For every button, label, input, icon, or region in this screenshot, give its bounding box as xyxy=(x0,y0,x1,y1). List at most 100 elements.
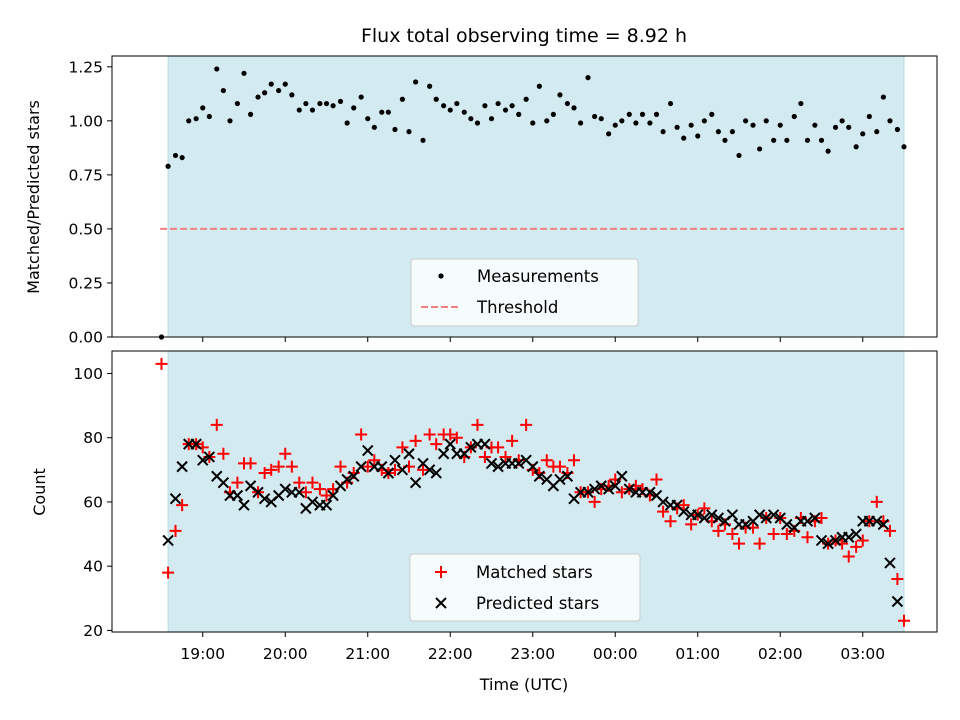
measurement-point xyxy=(502,107,509,113)
measurement-point xyxy=(220,87,226,94)
matched-star-point xyxy=(842,550,855,563)
predicted-star-point xyxy=(623,483,635,495)
predicted-star-point xyxy=(355,460,367,473)
measurement-point xyxy=(839,118,845,124)
legend-matched-marker xyxy=(435,566,447,578)
measurement-point xyxy=(722,137,728,143)
measurement-point xyxy=(385,109,391,115)
measurement-point xyxy=(771,137,777,143)
matched-star-point xyxy=(568,454,580,467)
predicted-star-point xyxy=(492,460,504,473)
measurement-point xyxy=(427,83,433,89)
predicted-star-point xyxy=(465,441,477,454)
measurement-point xyxy=(784,137,790,143)
bottom-y-ticks: 20 40 60 80 100 xyxy=(73,365,112,640)
matched-star-point xyxy=(478,450,491,463)
matched-star-point xyxy=(265,463,278,476)
predicted-star-point xyxy=(348,470,360,482)
bottom-frame xyxy=(111,350,938,633)
measurement-point xyxy=(206,113,212,120)
matched-star-point xyxy=(685,518,698,531)
measurement-point xyxy=(441,103,447,109)
matched-star-point xyxy=(850,540,863,553)
measurement-point xyxy=(296,107,302,113)
matched-star-point xyxy=(657,505,670,518)
predicted-star-point xyxy=(602,483,615,495)
predicted-star-point xyxy=(726,509,739,521)
measurement-point xyxy=(509,103,515,109)
x-tick-label: 19:00 xyxy=(180,645,225,663)
y-tick-label: 20 xyxy=(83,622,103,640)
predicted-star-point xyxy=(293,486,305,499)
predicted-star-point xyxy=(444,438,456,450)
predicted-star-point xyxy=(644,486,656,499)
measurement-point xyxy=(592,113,598,120)
predicted-star-point xyxy=(437,448,450,460)
predicted-star-point xyxy=(829,534,842,547)
legend-predicted-marker xyxy=(435,597,447,609)
predicted-star-point xyxy=(231,489,244,502)
measurement-point xyxy=(798,100,804,107)
x-tick-label: 23:00 xyxy=(510,645,555,663)
measurement-point xyxy=(866,113,872,120)
predicted-star-point xyxy=(527,460,539,473)
measurement-point xyxy=(365,116,371,122)
measurement-point xyxy=(282,81,288,87)
matched-star-point xyxy=(780,528,793,541)
predicted-star-point xyxy=(258,493,271,505)
legend-measurements-label: Measurements xyxy=(477,267,599,286)
matched-star-point xyxy=(361,460,374,473)
predicted-star-point xyxy=(238,499,250,511)
measurement-point xyxy=(688,122,694,128)
measurement-point xyxy=(454,100,460,107)
matched-star-point xyxy=(272,460,285,473)
legend-matched-label: Matched stars xyxy=(476,563,593,582)
predicted-star-point xyxy=(217,476,230,489)
matched-star-point xyxy=(162,566,175,579)
measurement-point xyxy=(447,107,453,113)
measurement-point xyxy=(639,111,646,117)
matched-star-point xyxy=(409,434,422,447)
measurement-point xyxy=(709,111,715,117)
measurement-point xyxy=(323,100,330,107)
matched-star-point xyxy=(726,528,739,541)
measurement-point xyxy=(379,109,385,115)
matched-star-point xyxy=(417,463,430,476)
matched-star-point xyxy=(423,428,436,441)
measurement-point xyxy=(825,148,831,154)
matched-star-point xyxy=(801,531,814,544)
measurement-point xyxy=(495,100,501,107)
matched-star-point xyxy=(506,434,519,447)
y-tick-label: 0.00 xyxy=(68,329,103,347)
measurement-point xyxy=(268,81,274,87)
measurement-point xyxy=(358,94,364,100)
y-tick-label: 0.75 xyxy=(68,166,103,184)
measurement-point xyxy=(241,70,247,76)
measurement-point xyxy=(536,83,542,89)
matched-star-point xyxy=(712,524,725,537)
measurement-point xyxy=(309,107,316,113)
predicted-star-point xyxy=(430,467,442,479)
measurement-point xyxy=(330,103,336,109)
measurement-point xyxy=(757,146,763,152)
matched-star-point xyxy=(450,431,463,444)
measurement-point xyxy=(200,105,206,111)
predicted-star-point xyxy=(582,486,594,499)
legend-measurements-marker xyxy=(438,273,444,279)
measurement-point xyxy=(234,100,240,107)
matched-star-point xyxy=(767,528,780,541)
measurement-point xyxy=(557,92,563,98)
measurement-point xyxy=(901,144,907,150)
measurement-point xyxy=(474,120,481,126)
measurement-point xyxy=(626,111,632,117)
x-tick-label: 01:00 xyxy=(675,645,720,663)
predicted-star-point xyxy=(891,595,904,608)
measurement-point xyxy=(633,120,639,126)
measurement-point xyxy=(172,152,179,159)
legend-predicted-label: Predicted stars xyxy=(476,594,599,613)
measurement-point xyxy=(667,100,674,107)
measurement-point xyxy=(804,137,811,143)
matched-star-point xyxy=(898,614,910,627)
measurement-point xyxy=(846,124,852,130)
